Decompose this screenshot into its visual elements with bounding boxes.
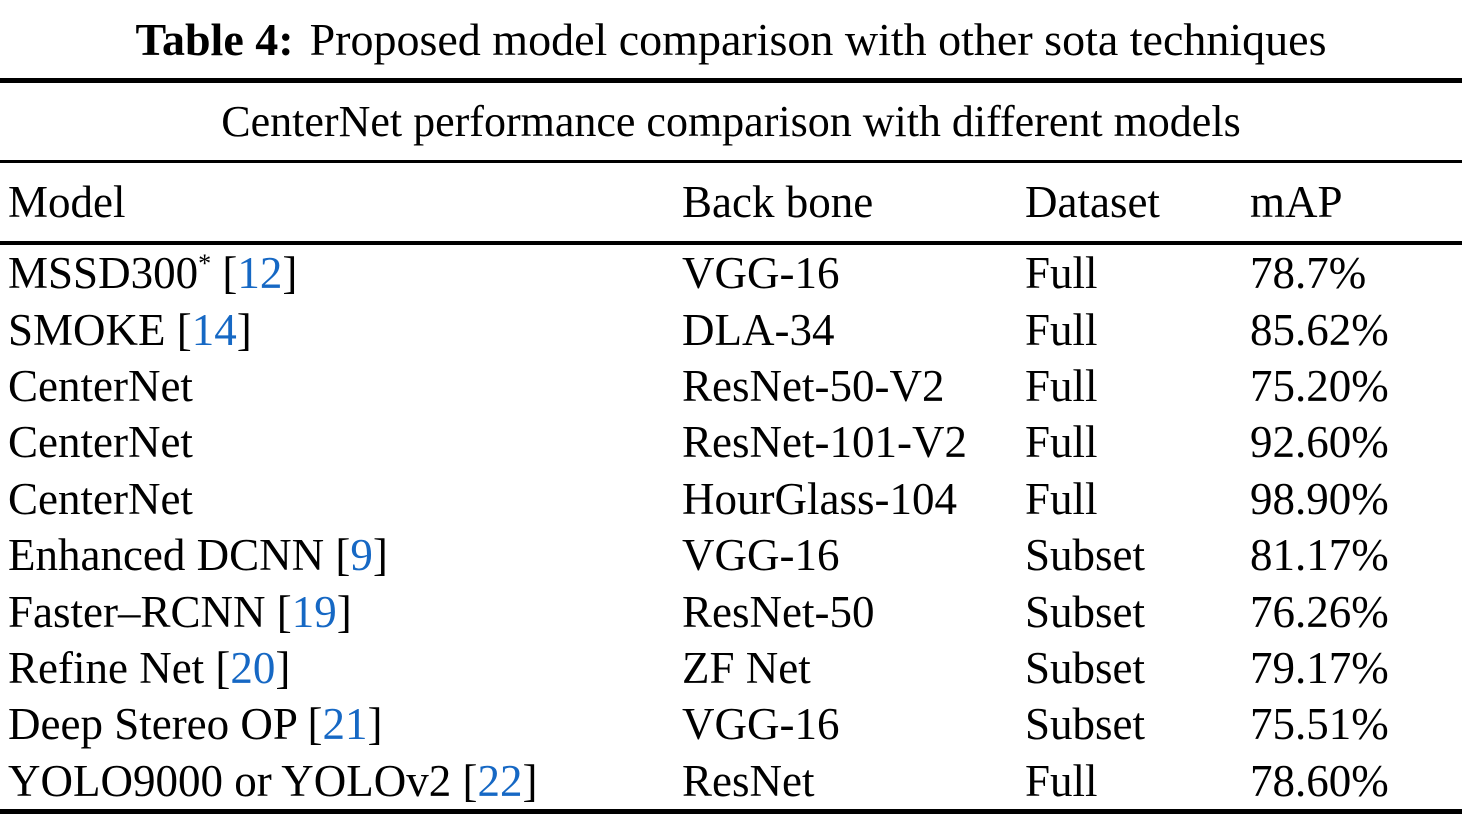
backbone-cell: ResNet-50-V2 [682, 361, 945, 412]
citation-link[interactable]: 20 [230, 643, 276, 694]
model-name: Refine Net [8, 643, 205, 694]
table-bottom-rule [0, 809, 1462, 814]
table-row: Deep Stereo OP [21] VGG-16 Subset 75.51% [0, 696, 1462, 752]
map-cell: 78.60% [1250, 755, 1389, 806]
table-row: Refine Net [20] ZF Net Subset 79.17% [0, 640, 1462, 696]
model-cell: SMOKE [14] [8, 304, 252, 355]
model-name: MSSD300 [8, 248, 199, 299]
backbone-cell: ZF Net [682, 643, 811, 694]
model-cell: CenterNet [8, 416, 682, 468]
backbone-cell: ResNet-50 [682, 586, 875, 637]
model-cell: YOLO9000 or YOLOv2 [22] [8, 755, 538, 806]
dataset-cell: Subset [1025, 643, 1146, 694]
map-cell: 75.20% [1250, 361, 1389, 412]
model-name: SMOKE [8, 304, 166, 355]
table-row: CenterNet HourGlass-104 Full 98.90% [0, 471, 1462, 527]
backbone-cell: HourGlass-104 [682, 473, 957, 524]
model-name: CenterNet [8, 361, 193, 412]
table-row: YOLO9000 or YOLOv2 [22] ResNet Full 78.60% [0, 753, 1462, 809]
model-cell: Deep Stereo OP [21] [8, 699, 383, 750]
citation-link[interactable]: 19 [291, 586, 337, 637]
dataset-cell: Subset [1025, 530, 1146, 581]
column-header-dataset: Dataset [1025, 177, 1160, 227]
backbone-cell: ResNet [682, 755, 815, 806]
table-header-row: Model Back bone Dataset mAP [0, 163, 1462, 241]
model-cell: Enhanced DCNN [9] [8, 530, 388, 581]
table-caption: Table 4: Proposed model comparison with … [0, 0, 1462, 78]
citation-link[interactable]: 9 [350, 530, 373, 581]
table-row: Enhanced DCNN [9] VGG-16 Subset 81.17% [0, 527, 1462, 583]
map-cell: 92.60% [1250, 417, 1389, 468]
model-name: CenterNet [8, 473, 193, 524]
dataset-cell: Full [1025, 417, 1098, 468]
backbone-cell: VGG-16 [682, 530, 840, 581]
model-cell: Faster–RCNN [19] [8, 586, 352, 637]
table-row: Faster–RCNN [19] ResNet-50 Subset 76.26% [0, 583, 1462, 639]
dataset-cell: Full [1025, 473, 1098, 524]
model-name: Faster–RCNN [8, 586, 266, 637]
citation-link[interactable]: 12 [237, 248, 283, 299]
column-header-backbone: Back bone [682, 177, 874, 227]
map-cell: 78.7% [1250, 248, 1367, 299]
dataset-cell: Full [1025, 755, 1098, 806]
table-subtitle: CenterNet performance comparison with di… [221, 97, 1241, 146]
map-cell: 75.51% [1250, 699, 1389, 750]
model-cell: CenterNet [8, 473, 682, 525]
model-cell: MSSD300* [12] [8, 248, 298, 299]
model-superscript: * [198, 249, 212, 279]
citation-link[interactable]: 21 [322, 699, 368, 750]
map-cell: 98.90% [1250, 473, 1389, 524]
dataset-cell: Subset [1025, 586, 1146, 637]
backbone-cell: VGG-16 [682, 248, 840, 299]
table-body: MSSD300* [12] VGG-16 Full 78.7% SMOKE [14] DL… [0, 245, 1462, 809]
map-cell: 85.62% [1250, 304, 1389, 355]
model-cell: Refine Net [20] [8, 643, 291, 694]
model-cell: CenterNet [8, 360, 682, 412]
header-separator-rule [0, 241, 1462, 245]
backbone-cell: ResNet-101-V2 [682, 417, 967, 468]
backbone-cell: VGG-16 [682, 699, 840, 750]
dataset-cell: Full [1025, 304, 1098, 355]
map-cell: 79.17% [1250, 643, 1389, 694]
model-name: Deep Stereo OP [8, 699, 297, 750]
table-row: CenterNet ResNet-101-V2 Full 92.60% [0, 414, 1462, 470]
model-name: YOLO9000 or YOLOv2 [8, 755, 452, 806]
table-row: SMOKE [14] DLA-34 Full 85.62% [0, 301, 1462, 357]
table-caption-label: Table 4: [135, 13, 294, 65]
model-name: Enhanced DCNN [8, 530, 325, 581]
citation-link[interactable]: 14 [191, 304, 237, 355]
citation-link[interactable]: 22 [477, 755, 523, 806]
dataset-cell: Full [1025, 361, 1098, 412]
column-header-model: Model [8, 177, 126, 227]
table-row: MSSD300* [12] VGG-16 Full 78.7% [0, 245, 1462, 301]
column-header-map: mAP [1250, 177, 1343, 227]
map-cell: 81.17% [1250, 530, 1389, 581]
dataset-cell: Subset [1025, 699, 1146, 750]
model-name: CenterNet [8, 417, 193, 468]
backbone-cell: DLA-34 [682, 304, 835, 355]
table-top-rule [0, 78, 1462, 83]
map-cell: 76.26% [1250, 586, 1389, 637]
table-caption-text: Proposed model comparison with other sot… [309, 13, 1327, 65]
table-row: CenterNet ResNet-50-V2 Full 75.20% [0, 358, 1462, 414]
subtitle-separator-rule [0, 160, 1462, 163]
dataset-cell: Full [1025, 248, 1098, 299]
